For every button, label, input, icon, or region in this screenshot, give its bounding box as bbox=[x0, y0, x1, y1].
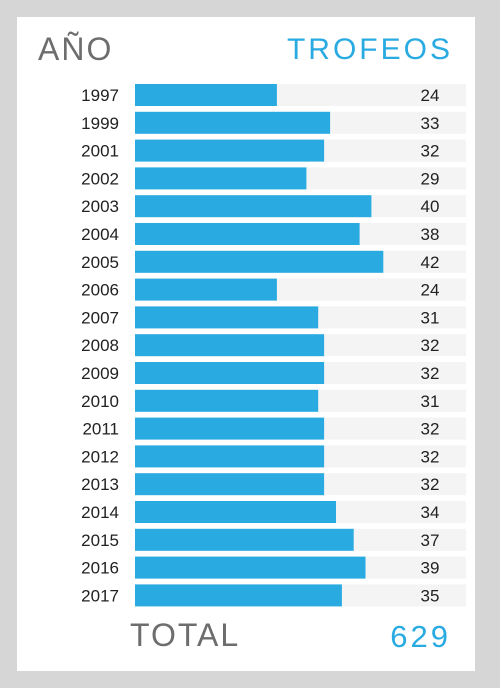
year-label: 2005 bbox=[81, 253, 119, 272]
bar-1999 bbox=[135, 111, 331, 134]
year-label: 2006 bbox=[81, 281, 119, 300]
value-label: 32 bbox=[421, 447, 440, 466]
year-label: 2013 bbox=[81, 475, 119, 494]
value-label: 32 bbox=[421, 142, 440, 161]
bar-2008 bbox=[135, 334, 325, 357]
value-label: 37 bbox=[421, 531, 440, 550]
bar-2001 bbox=[135, 139, 325, 162]
value-label: 40 bbox=[421, 197, 440, 216]
bar-2016 bbox=[135, 556, 366, 579]
bar-2003 bbox=[135, 195, 372, 218]
bar-2009 bbox=[135, 362, 325, 384]
value-label: 32 bbox=[421, 475, 440, 494]
year-label: 2016 bbox=[81, 559, 119, 578]
year-label: 2004 bbox=[81, 225, 119, 244]
bar-2006 bbox=[135, 278, 277, 301]
value-label: 29 bbox=[421, 169, 440, 188]
chart-card: AÑO TROFEOS 1997 24 1999 33 2001 32 2002 29 2003… bbox=[17, 17, 475, 671]
bar-2014 bbox=[135, 501, 336, 523]
year-label: 2010 bbox=[81, 392, 119, 411]
year-label: 1997 bbox=[81, 86, 119, 105]
value-label: 24 bbox=[421, 86, 440, 105]
total-value: 629 bbox=[390, 619, 451, 654]
year-label: 2008 bbox=[81, 336, 119, 355]
bar-2013 bbox=[135, 473, 325, 496]
year-label: 2015 bbox=[81, 531, 119, 550]
value-label: 31 bbox=[421, 392, 440, 411]
trophies-column-header: TROFEOS bbox=[286, 33, 453, 66]
value-label: 33 bbox=[421, 114, 440, 133]
year-label: 2003 bbox=[81, 197, 119, 216]
year-label: 2017 bbox=[81, 586, 119, 605]
value-label: 42 bbox=[421, 253, 440, 272]
bar-2002 bbox=[135, 167, 307, 190]
value-label: 32 bbox=[421, 420, 440, 439]
bar-chart: 1997 24 1999 33 2001 32 2002 29 2003 40 2004 38 2005… bbox=[81, 84, 466, 607]
value-label: 35 bbox=[421, 586, 440, 605]
value-label: 32 bbox=[421, 336, 440, 355]
bar-2017 bbox=[135, 584, 342, 607]
bar-2004 bbox=[135, 223, 360, 245]
year-label: 2014 bbox=[81, 503, 119, 522]
bar-2015 bbox=[135, 528, 354, 551]
year-label: 1999 bbox=[81, 114, 119, 133]
total-label: TOTAL bbox=[130, 617, 241, 653]
year-column-header: AÑO bbox=[38, 31, 114, 67]
value-label: 31 bbox=[421, 308, 440, 327]
year-label: 2007 bbox=[81, 308, 119, 327]
value-label: 39 bbox=[421, 559, 440, 578]
year-label: 2009 bbox=[81, 364, 119, 383]
value-label: 32 bbox=[421, 364, 440, 383]
year-label: 2002 bbox=[81, 169, 119, 188]
bar-2007 bbox=[135, 306, 319, 329]
bar-2011 bbox=[135, 417, 325, 440]
value-label: 24 bbox=[421, 281, 440, 300]
bar-2005 bbox=[135, 250, 384, 273]
value-label: 38 bbox=[421, 225, 440, 244]
year-label: 2001 bbox=[81, 142, 119, 161]
value-label: 34 bbox=[421, 503, 440, 522]
year-label: 2011 bbox=[82, 420, 119, 439]
bar-2010 bbox=[135, 389, 319, 412]
bar-2012 bbox=[135, 445, 325, 468]
bar-1997 bbox=[135, 84, 277, 106]
year-label: 2012 bbox=[81, 447, 119, 466]
